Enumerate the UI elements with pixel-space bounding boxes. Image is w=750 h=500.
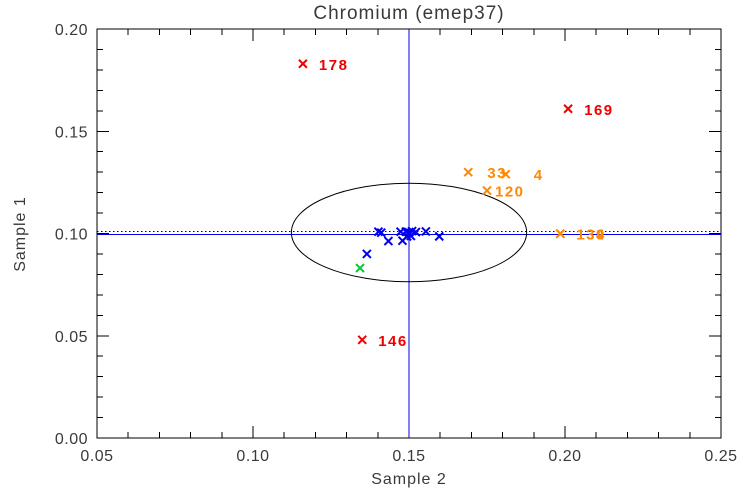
marker-outliers-red: [357, 335, 367, 345]
point-label-178: 178: [319, 57, 349, 74]
marker-flagged-orange: [463, 167, 473, 177]
chart-title: Chromium (emep37): [313, 3, 505, 24]
y-tick-label: 0.20: [55, 22, 88, 39]
marker-flagged-orange: [482, 185, 492, 196]
x-tick-label: 0.15: [392, 448, 425, 465]
marker-inliers-blue: [376, 227, 386, 238]
x-axis-label: Sample 2: [371, 471, 447, 488]
marker-inliers-blue: [434, 231, 444, 242]
x-tick-label: 0.10: [236, 448, 269, 465]
confidence-ellipse: [290, 182, 528, 283]
point-label-134: 134: [576, 227, 606, 244]
marker-outliers-red: [563, 104, 573, 114]
point-label-120: 120: [495, 184, 525, 201]
marker-outliers-red: [298, 59, 308, 69]
marker-inliers-blue: [407, 226, 417, 236]
marker-inliers-blue: [373, 226, 384, 237]
marker-inliers-blue: [362, 249, 372, 259]
x-tick-label: 0.20: [548, 448, 581, 465]
marker-flagged-orange: [501, 169, 511, 179]
x-tick-label: 0.25: [704, 448, 737, 465]
point-label-4: 4: [534, 167, 544, 184]
y-tick-label: 0.10: [55, 227, 88, 244]
marker-inliers-blue: [421, 226, 431, 237]
y-axis-label: Sample 1: [12, 196, 29, 272]
point-label-139: 139: [576, 227, 606, 244]
marker-inliers-blue: [401, 226, 411, 237]
y-tick-label: 0.05: [55, 329, 88, 346]
point-label-33: 33: [487, 165, 507, 182]
marker-inliers-blue: [383, 236, 394, 246]
marker-inliers-blue: [411, 227, 421, 237]
point-label-146: 146: [378, 333, 408, 350]
y-tick-label: 0.15: [55, 124, 88, 141]
marker-flagged-orange: [555, 228, 566, 239]
point-label-169: 169: [584, 102, 614, 119]
x-tick-label: 0.05: [80, 448, 113, 465]
y-tick-label: 0.00: [55, 431, 88, 448]
marker-inlier-green: [355, 263, 365, 273]
